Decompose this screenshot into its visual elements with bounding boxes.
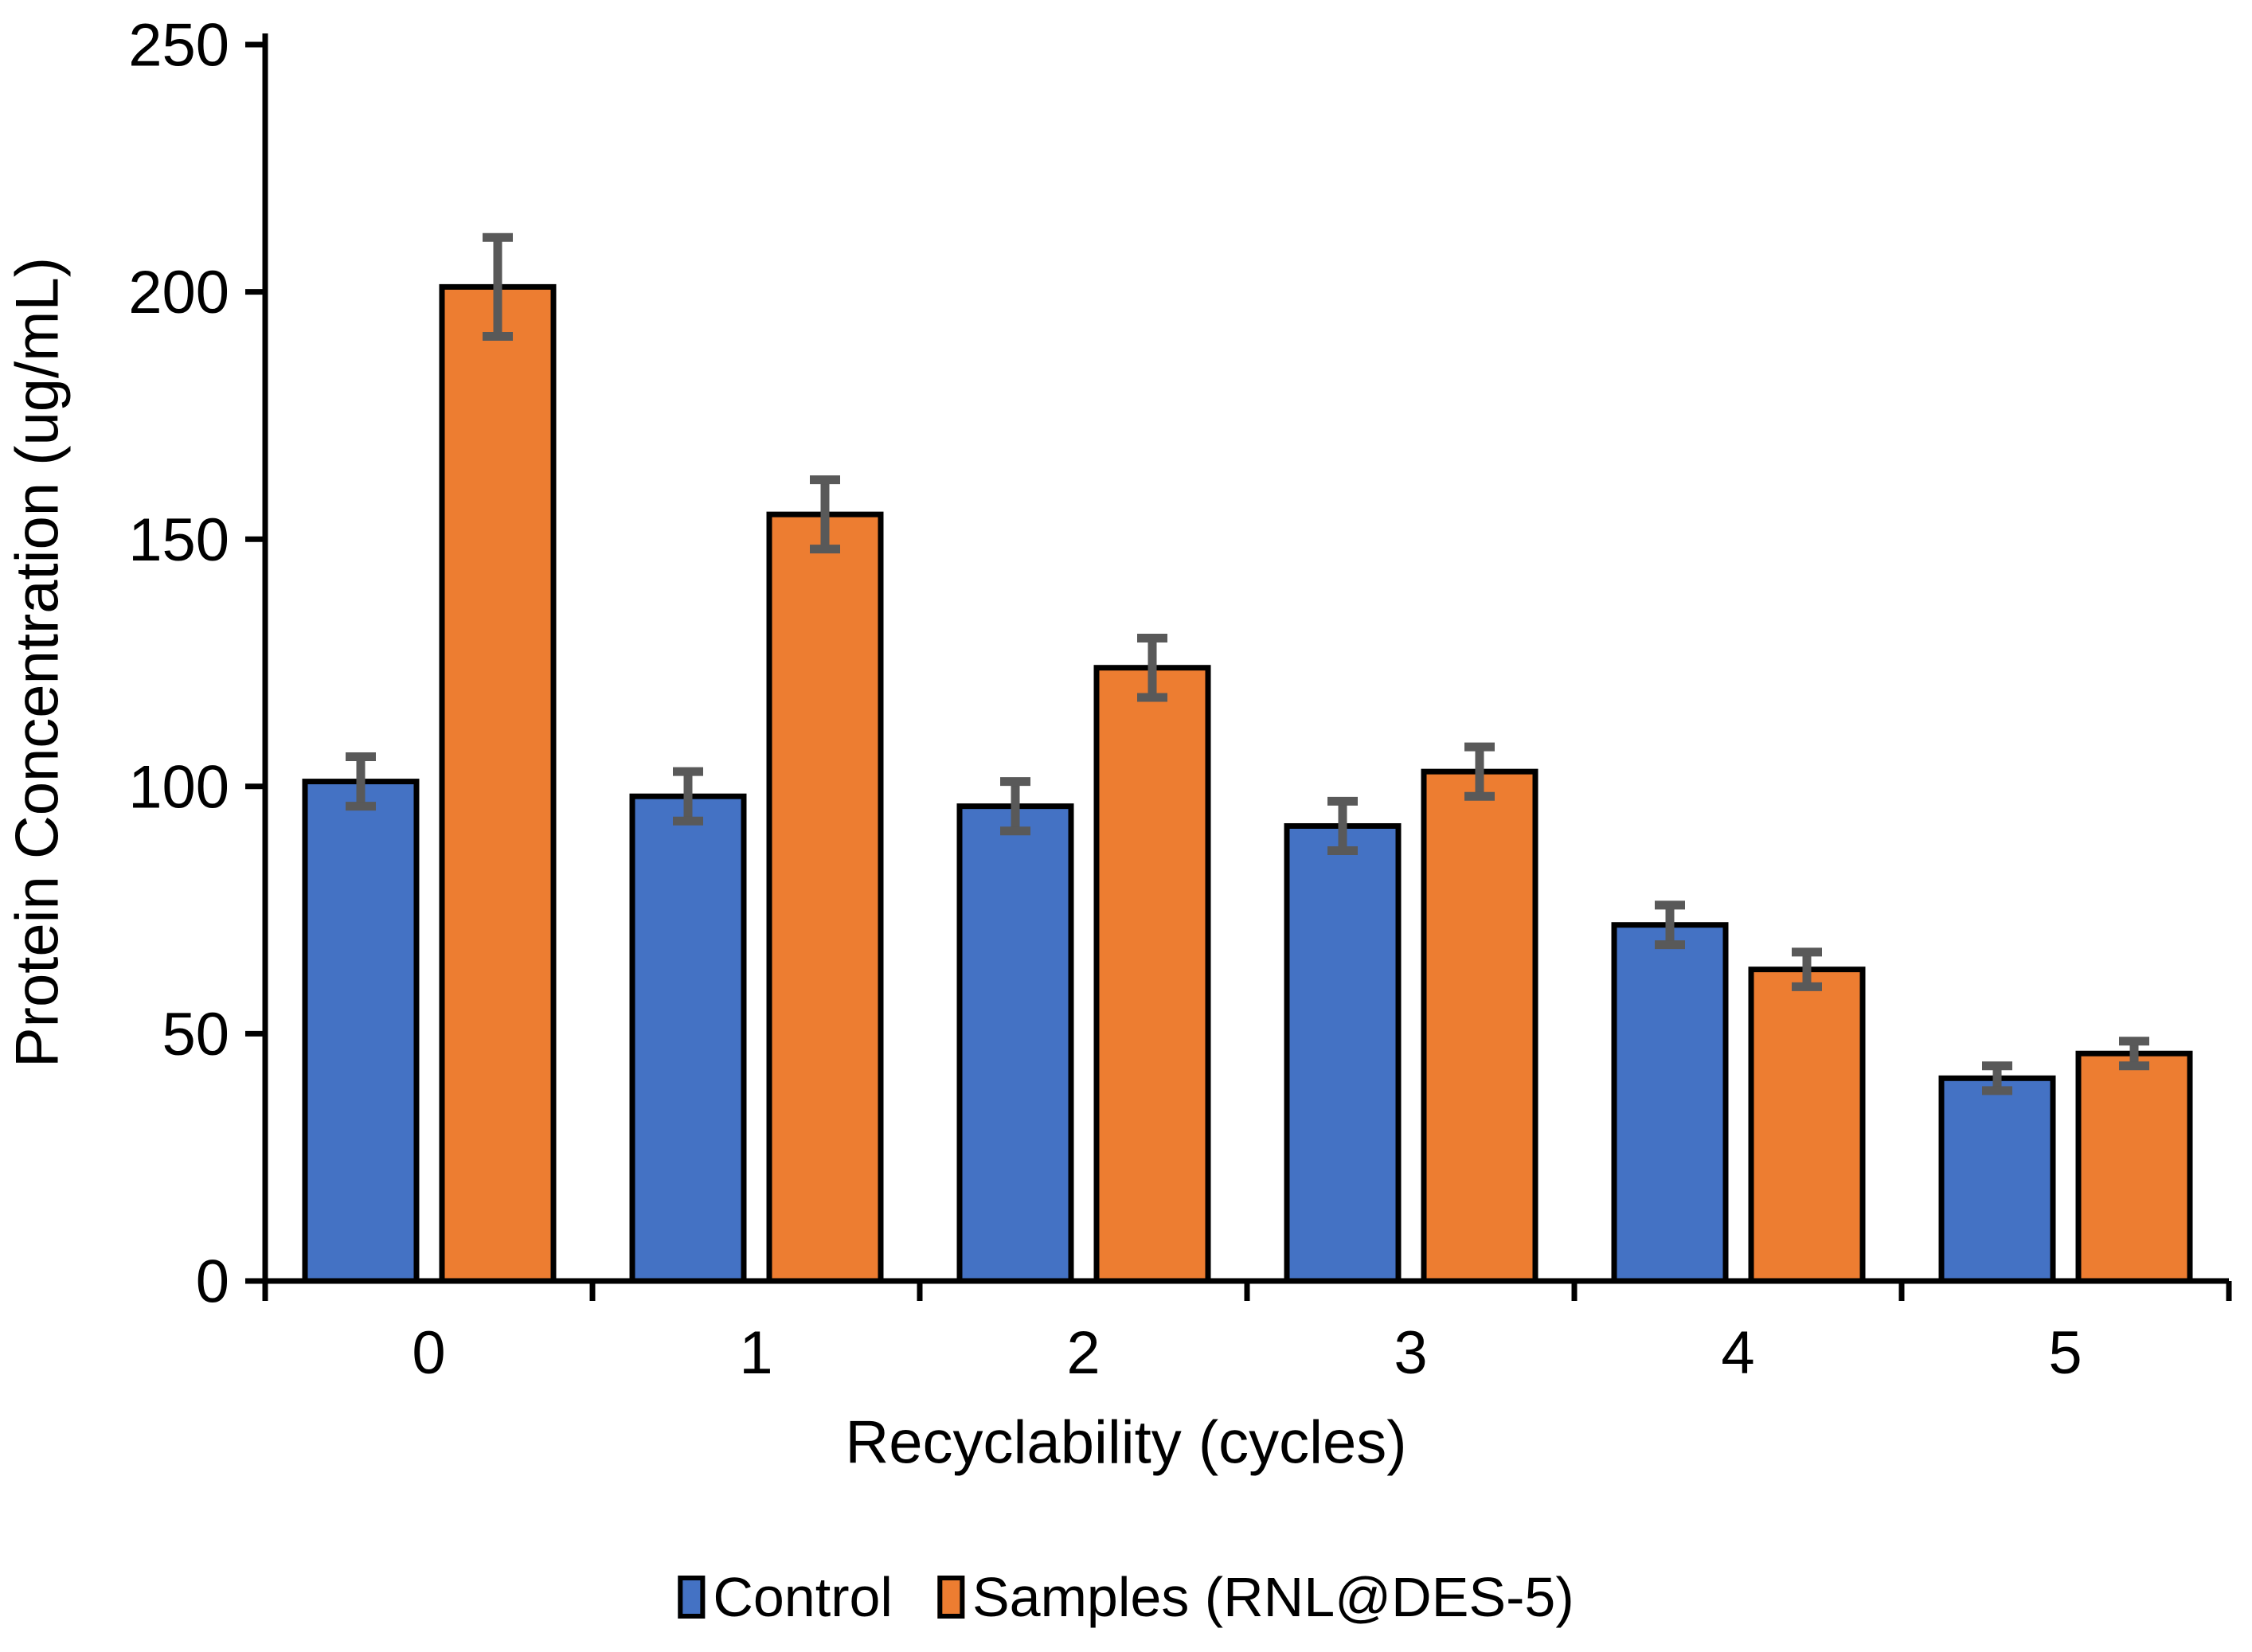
legend-entry-control: Control [678, 1565, 893, 1629]
y-axis-title: Protein Concentration (ug/mL) [3, 256, 72, 1068]
y-tick-label: 150 [128, 506, 229, 574]
y-tick-label: 0 [196, 1248, 229, 1316]
bar-samples-5 [2075, 1050, 2193, 1284]
legend-label-samples: Samples (RNL@DES-5) [972, 1566, 1574, 1628]
bar-control-2 [956, 803, 1074, 1284]
bar-samples-0 [439, 283, 557, 1284]
bar-control-5 [1938, 1075, 2056, 1284]
bar-samples-1 [766, 511, 884, 1284]
x-tick-label: 1 [739, 1319, 772, 1387]
y-tick-label: 200 [128, 259, 229, 326]
x-tick-label: 5 [2048, 1319, 2082, 1387]
x-tick-label: 2 [1066, 1319, 1100, 1387]
legend-entry-samples: Samples (RNL@DES-5) [936, 1565, 1574, 1629]
legend-label-control: Control [713, 1566, 893, 1628]
bar-samples-2 [1093, 665, 1211, 1284]
x-axis-title: Recyclability (cycles) [845, 1408, 1407, 1477]
x-tick-label: 3 [1394, 1319, 1427, 1387]
bar-samples-3 [1421, 768, 1538, 1284]
legend-swatch-control-icon [678, 1576, 706, 1619]
x-tick-label: 0 [412, 1319, 445, 1387]
bar-control-1 [629, 793, 747, 1284]
bar-samples-4 [1748, 967, 1866, 1284]
y-tick-label: 250 [128, 12, 229, 80]
bar-control-0 [302, 779, 420, 1284]
bar-control-3 [1284, 822, 1402, 1284]
legend-swatch-samples-icon [936, 1576, 964, 1619]
bar-control-4 [1611, 922, 1729, 1284]
y-tick-label: 50 [162, 1001, 229, 1068]
y-tick-label: 100 [128, 753, 229, 821]
x-tick-label: 4 [1721, 1319, 1754, 1387]
chart-legend: Control Samples (RNL@DES-5) [678, 1565, 1574, 1629]
